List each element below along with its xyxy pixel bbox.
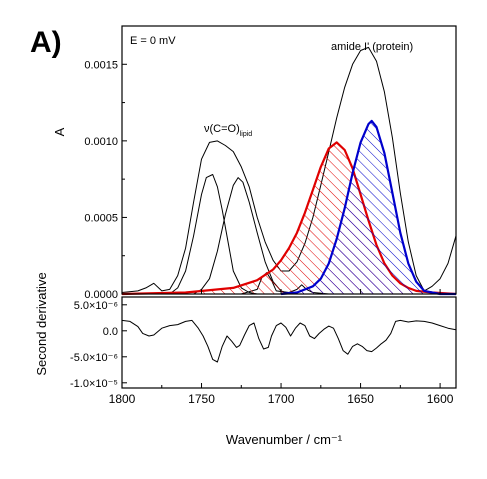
- bottom-y-axis-label: Second derivative: [34, 272, 49, 375]
- xtick-label: 1800: [109, 392, 136, 406]
- top-ytick-label: 0.0000: [84, 289, 118, 301]
- top-series-group: [121, 46, 457, 296]
- series-5-hatch-fill: [281, 120, 456, 294]
- xtick-label: 1700: [268, 392, 295, 406]
- bottom-ytick-label: -1.0×10⁻⁵: [70, 378, 118, 390]
- top-plot-frame: [121, 25, 457, 295]
- bottom-plot-panel: 5.0×10⁻⁶ 0.0 -5.0×10⁻⁶ -1.0×10⁻⁵ 1800 1750 17…: [34, 272, 457, 447]
- top-y-axis-ticks: 0.0000 0.0005 0.0010 0.0015: [84, 25, 127, 301]
- bottom-ytick-label: -5.0×10⁻⁶: [70, 352, 118, 364]
- bottom-y-axis-ticks: 5.0×10⁻⁶ 0.0 -5.0×10⁻⁶ -1.0×10⁻⁵: [70, 300, 127, 390]
- top-ytick-label: 0.0005: [84, 212, 118, 224]
- top-ytick-label: 0.0015: [84, 59, 118, 71]
- bottom-series-group: [121, 319, 457, 363]
- label-nu-co-sub: lipid: [240, 131, 253, 138]
- top-y-axis-label: A: [52, 127, 67, 136]
- xtick-label: 1750: [188, 392, 215, 406]
- top-ytick-label: 0.0010: [84, 136, 118, 148]
- annotation-potential: E = 0 mV: [130, 35, 176, 47]
- xtick-label: 1650: [347, 392, 374, 406]
- top-plot-panel: 0.0000 0.0005 0.0010 0.0015 E = 0 mV amide …: [52, 25, 457, 301]
- series-5-line: [280, 119, 456, 296]
- bottom-ytick-label: 0.0: [103, 326, 118, 338]
- panel-label: A): [30, 26, 62, 59]
- label-nu-co: ν(C=O)lipid: [204, 123, 252, 138]
- series-1-line: [169, 174, 258, 295]
- label-nu-co-main: ν(C=O): [204, 123, 240, 135]
- label-amide: amide I' (protein): [331, 41, 413, 53]
- bottom-ytick-label: 5.0×10⁻⁶: [74, 300, 118, 312]
- second-derivative-line: [121, 319, 457, 363]
- xtick-label: 1600: [427, 392, 454, 406]
- x-axis-label: Wavenumber / cm⁻¹: [226, 432, 343, 447]
- bottom-plot-frame: [121, 296, 457, 389]
- bottom-x-axis-ticks: 1800 1750 1700 1650 1600: [109, 289, 454, 406]
